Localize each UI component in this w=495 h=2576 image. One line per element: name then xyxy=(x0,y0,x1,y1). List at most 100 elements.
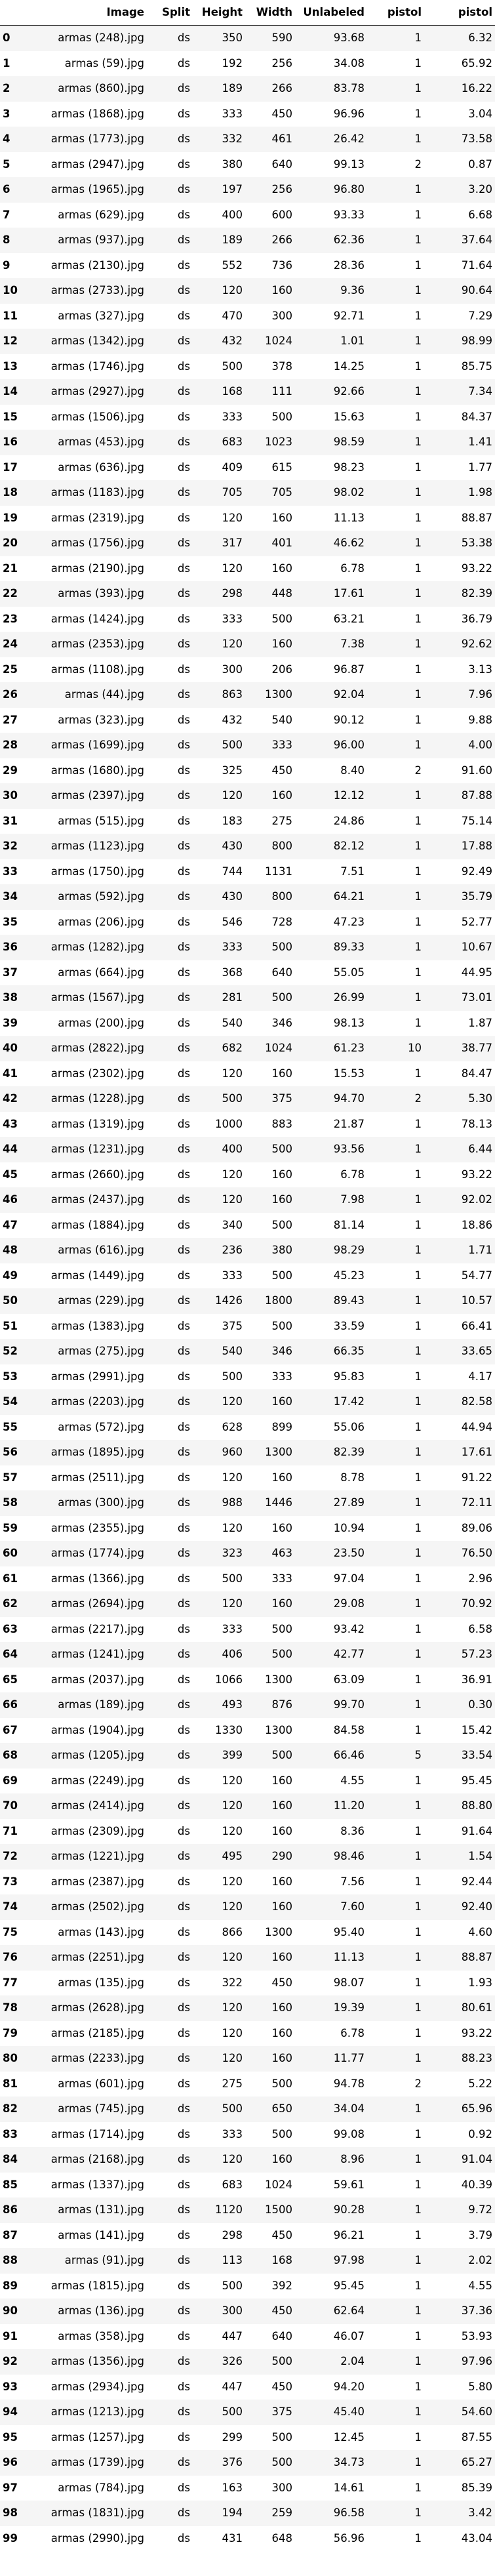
image-cell: armas (2251).jpg xyxy=(50,1951,144,1963)
unlabeled-cell: 55.06 xyxy=(333,1420,365,1433)
width-cell: 500 xyxy=(271,2456,293,2468)
row-index: 39 xyxy=(3,1016,18,1029)
pistol-count-cell: 1 xyxy=(414,789,422,802)
image-cell: armas (2203).jpg xyxy=(50,1395,144,1408)
width-cell: 590 xyxy=(271,31,293,44)
image-cell: armas (1831).jpg xyxy=(50,2506,144,2519)
width-cell: 259 xyxy=(271,2506,293,2519)
split-cell: ds xyxy=(177,234,190,246)
row-index: 14 xyxy=(3,385,18,398)
pistol-count-cell: 1 xyxy=(414,1117,422,1130)
table-row: 81 armas (601).jpg ds 275 500 94.78 2 5.22 xyxy=(0,2071,495,2096)
split-cell: ds xyxy=(177,2506,190,2519)
pistol-percent-cell: 36.79 xyxy=(461,612,492,625)
height-cell: 120 xyxy=(222,789,243,802)
height-cell: 300 xyxy=(222,2304,243,2317)
width-cell: 160 xyxy=(271,2153,293,2165)
unlabeled-cell: 6.78 xyxy=(340,562,365,575)
pistol-count-cell: 1 xyxy=(414,436,422,448)
split-cell: ds xyxy=(177,1673,190,1686)
pistol-percent-cell: 88.80 xyxy=(461,1799,492,1812)
width-cell: 160 xyxy=(271,1067,293,1080)
table-row: 28 armas (1699).jpg ds 500 333 96.00 1 4.00 xyxy=(0,733,495,758)
unlabeled-cell: 7.56 xyxy=(340,1875,365,1888)
split-cell: ds xyxy=(177,1092,190,1105)
height-cell: 317 xyxy=(222,537,243,549)
row-index: 20 xyxy=(3,537,18,549)
unlabeled-cell: 96.21 xyxy=(333,2228,365,2241)
row-index: 25 xyxy=(3,663,18,676)
header-pistol-percent: pistol xyxy=(424,0,495,26)
split-cell: ds xyxy=(177,2203,190,2216)
image-cell: armas (1699).jpg xyxy=(50,739,144,751)
row-index: 98 xyxy=(3,2506,18,2519)
unlabeled-cell: 94.78 xyxy=(333,2077,365,2090)
unlabeled-cell: 98.23 xyxy=(333,460,365,474)
width-cell: 1800 xyxy=(265,1294,292,1307)
unlabeled-cell: 17.61 xyxy=(333,587,365,600)
image-cell: armas (2190).jpg xyxy=(50,562,144,575)
pistol-percent-cell: 92.02 xyxy=(461,1193,492,1206)
header-index xyxy=(0,0,35,26)
width-cell: 500 xyxy=(271,991,293,1004)
table-row: 5 armas (2947).jpg ds 380 640 99.13 2 0.87 xyxy=(0,152,495,177)
height-cell: 350 xyxy=(222,31,243,44)
split-cell: ds xyxy=(177,789,190,802)
pistol-count-cell: 1 xyxy=(414,1420,422,1433)
unlabeled-cell: 26.42 xyxy=(333,133,365,145)
split-cell: ds xyxy=(177,1597,190,1610)
table-row: 57 armas (2511).jpg ds 120 160 8.78 1 91.22 xyxy=(0,1465,495,1490)
pistol-percent-cell: 84.47 xyxy=(461,1067,492,1080)
image-cell: armas (2502).jpg xyxy=(50,1900,144,1913)
pistol-percent-cell: 10.67 xyxy=(461,941,492,953)
image-cell: armas (1739).jpg xyxy=(50,2456,144,2468)
row-index: 86 xyxy=(3,2203,18,2216)
height-cell: 340 xyxy=(222,1218,243,1231)
width-cell: 500 xyxy=(271,2355,293,2367)
pistol-percent-cell: 44.94 xyxy=(461,1420,492,1433)
unlabeled-cell: 97.98 xyxy=(333,2254,365,2266)
image-cell: armas (2437).jpg xyxy=(50,1193,144,1206)
split-cell: ds xyxy=(177,157,190,171)
height-cell: 298 xyxy=(222,2228,243,2241)
image-cell: armas (453).jpg xyxy=(58,436,144,448)
width-cell: 800 xyxy=(271,840,293,852)
row-index: 78 xyxy=(3,2001,18,2014)
unlabeled-cell: 46.07 xyxy=(333,2329,365,2342)
height-cell: 406 xyxy=(222,1648,243,1660)
unlabeled-cell: 95.45 xyxy=(333,2279,365,2292)
height-cell: 540 xyxy=(222,1016,243,1029)
row-index: 72 xyxy=(3,1850,18,1862)
height-cell: 333 xyxy=(222,1269,243,1282)
height-cell: 120 xyxy=(222,2153,243,2165)
split-cell: ds xyxy=(177,1168,190,1181)
pistol-percent-cell: 1.71 xyxy=(468,1244,492,1256)
row-index: 10 xyxy=(3,284,18,296)
unlabeled-cell: 98.07 xyxy=(333,1976,365,1989)
split-cell: ds xyxy=(177,663,190,676)
image-cell: armas (143).jpg xyxy=(58,1925,144,1938)
width-cell: 401 xyxy=(271,537,293,549)
image-cell: armas (275).jpg xyxy=(58,1345,144,1357)
image-cell: armas (636).jpg xyxy=(58,460,144,474)
row-index: 53 xyxy=(3,1370,18,1383)
pistol-percent-cell: 78.13 xyxy=(461,1117,492,1130)
split-cell: ds xyxy=(177,1749,190,1761)
unlabeled-cell: 89.43 xyxy=(333,1294,365,1307)
height-cell: 322 xyxy=(222,1976,243,1989)
row-index: 79 xyxy=(3,2026,18,2039)
table-row: 8 armas (937).jpg ds 189 266 62.36 1 37.64 xyxy=(0,228,495,253)
image-cell: armas (2319).jpg xyxy=(50,511,144,524)
pistol-count-cell: 1 xyxy=(414,511,422,524)
split-cell: ds xyxy=(177,1572,190,1585)
unlabeled-cell: 17.42 xyxy=(333,1395,365,1408)
table-row: 84 armas (2168).jpg ds 120 160 8.96 1 91.04 xyxy=(0,2147,495,2173)
split-cell: ds xyxy=(177,2531,190,2545)
row-index: 29 xyxy=(3,764,18,777)
image-cell: armas (1895).jpg xyxy=(50,1446,144,1458)
image-cell: armas (1257).jpg xyxy=(50,2430,144,2443)
height-cell: 500 xyxy=(222,359,243,373)
split-cell: ds xyxy=(177,537,190,549)
height-cell: 500 xyxy=(222,2279,243,2292)
